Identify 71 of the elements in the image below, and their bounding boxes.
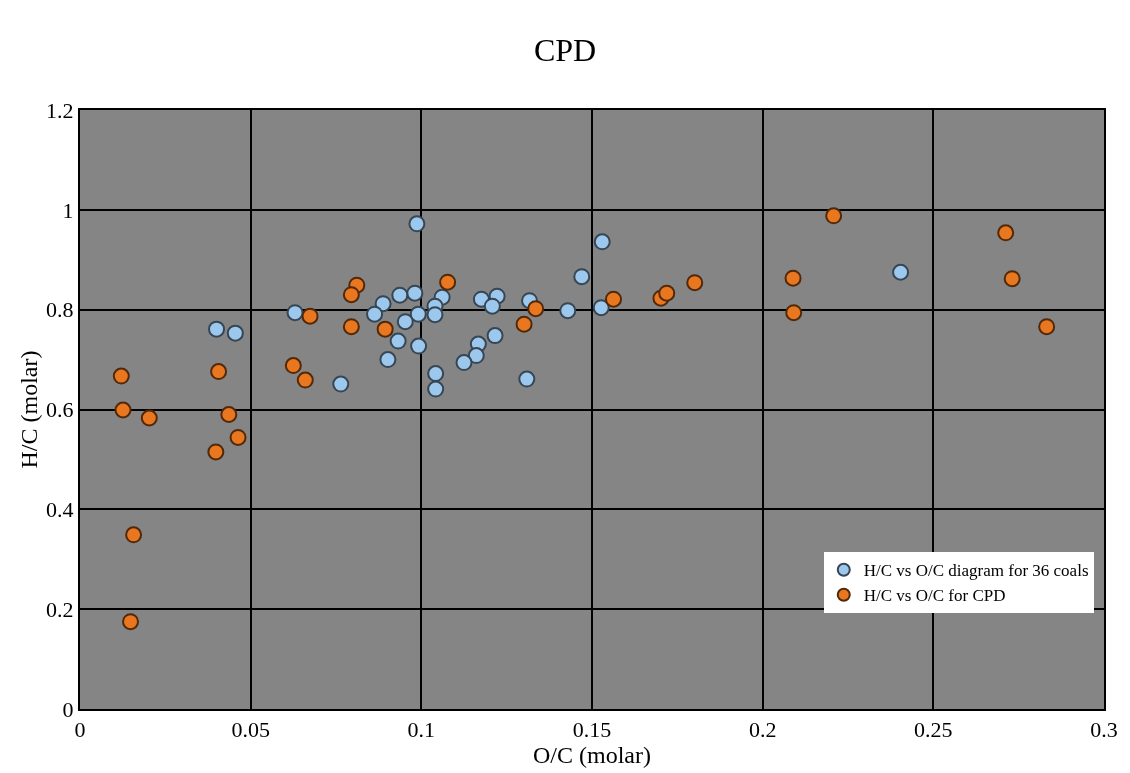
point [114,401,132,419]
y-tick-label: 0 [62,696,74,722]
y-tick-label: 1 [62,197,74,223]
point [1003,270,1021,288]
point [284,357,302,375]
point [658,284,676,302]
point [455,354,473,372]
point [573,268,591,286]
point [605,290,622,308]
point [207,443,225,461]
point [559,302,577,320]
point [296,371,314,389]
point [229,428,247,446]
point [301,307,319,325]
point [122,613,140,631]
x-tick-label: 0.1 [407,717,436,743]
y-tick-label: 0.6 [46,397,74,423]
point [515,315,533,333]
x-tick-label: 0.15 [572,717,612,743]
point [785,304,803,322]
point [342,318,360,336]
x-axis-title: O/C (molar) [533,742,651,769]
point [997,224,1015,242]
point [892,263,910,281]
point [426,306,444,324]
point [427,380,445,398]
point [332,375,350,393]
point [592,299,610,317]
y-tick-label: 0.2 [46,596,74,622]
point [391,286,409,304]
y-tick-label: 0.4 [46,497,74,523]
y-tick-label: 0.8 [46,297,74,323]
point [112,367,130,385]
x-tick-label: 0.05 [231,717,270,743]
point [342,286,360,304]
point [286,304,304,322]
point [220,405,238,423]
point [396,313,414,331]
point [125,526,143,544]
point [410,337,428,355]
x-tick-label: 0.3 [1090,717,1118,743]
point [784,269,802,287]
point [686,274,704,292]
point [467,347,485,365]
point [409,305,427,323]
chart-title: CPD [533,32,597,69]
y-tick-label: 1.2 [46,97,74,123]
point [825,207,843,225]
point [226,324,244,342]
point [376,320,394,338]
point [208,320,226,338]
point [483,297,501,315]
legend-label: H/C vs O/C for CPD [863,586,1006,606]
point [518,370,536,388]
point [406,284,424,302]
point [593,233,611,251]
point [1038,318,1056,336]
x-tick-label: 0.2 [748,717,777,743]
point [408,215,426,233]
point [366,305,384,323]
point [379,351,397,369]
point [389,332,407,350]
legend-label: H/C vs O/C diagram for 36 coals [863,561,1089,581]
point [140,409,158,427]
point [486,327,504,345]
point [527,300,545,318]
x-tick-label: 0.25 [914,717,953,743]
point [210,363,228,381]
point [439,273,457,291]
y-axis-title: H/C (molar) [15,350,42,469]
point [427,365,445,383]
